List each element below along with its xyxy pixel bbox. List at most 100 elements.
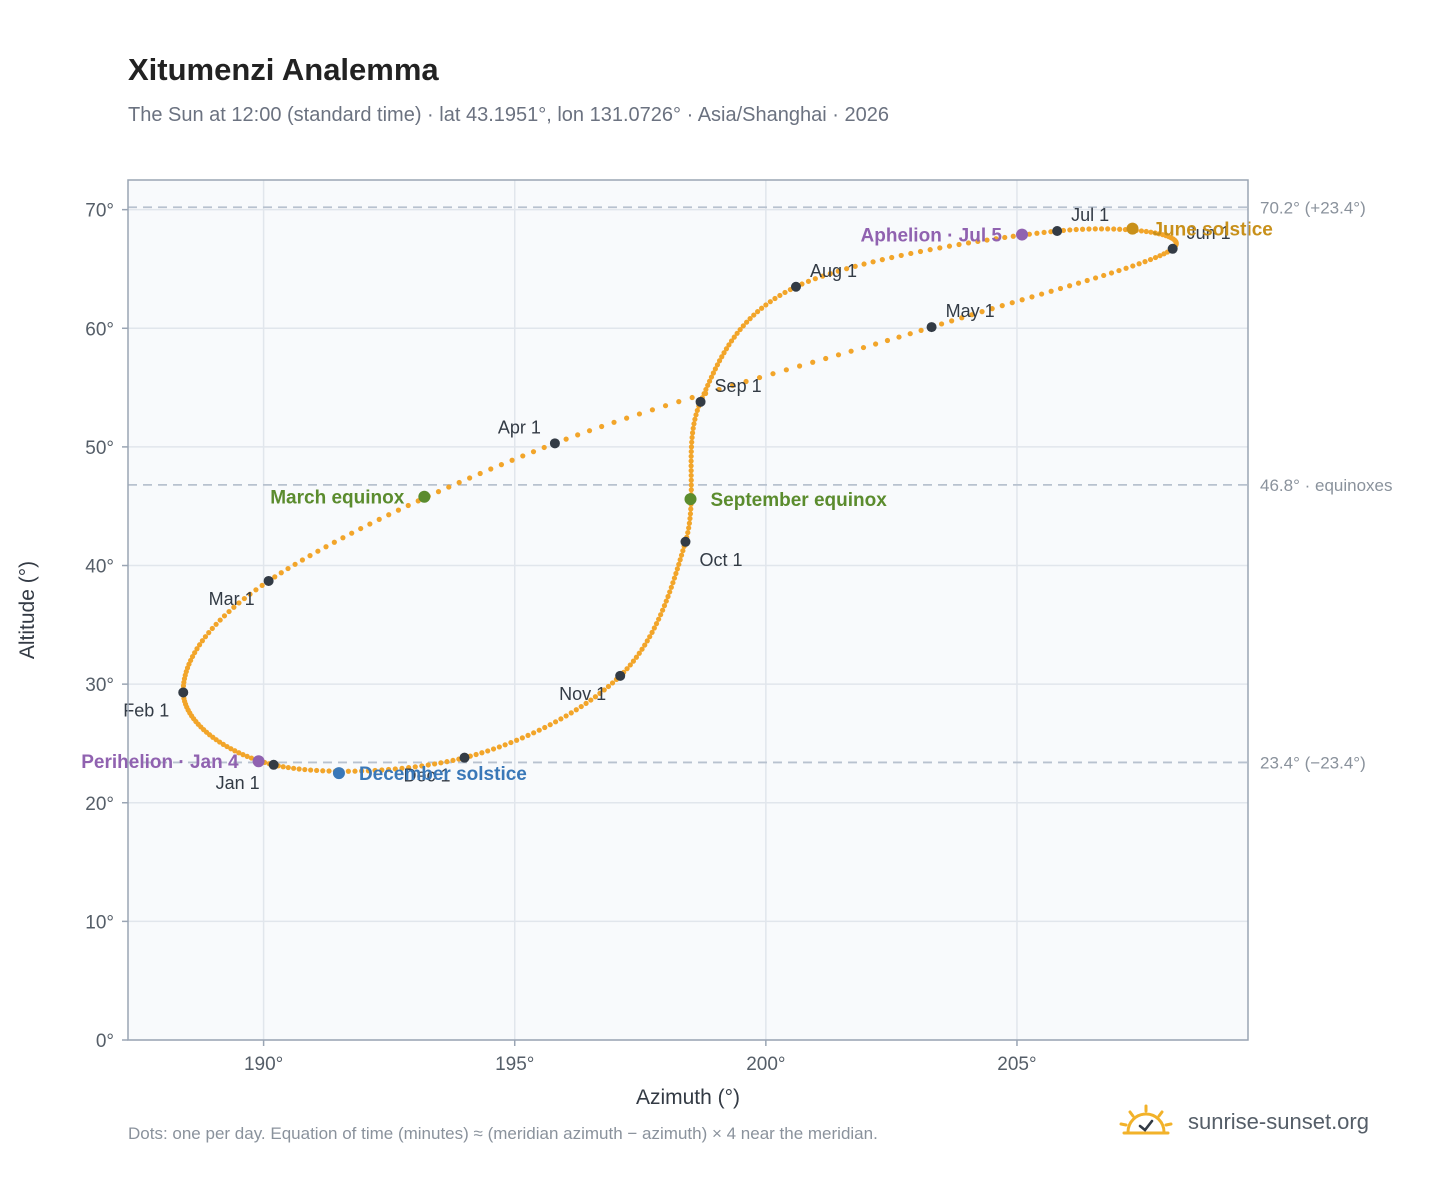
daily-dot — [938, 321, 945, 327]
y-tick-label: 40° — [85, 557, 114, 578]
daily-dot — [701, 390, 707, 397]
daily-dot — [665, 593, 671, 600]
daily-dot — [694, 407, 700, 414]
daily-dot — [1041, 229, 1047, 236]
daily-dot — [927, 247, 933, 253]
daily-dot — [1157, 253, 1163, 259]
daily-dot — [1143, 228, 1149, 235]
daily-dot — [536, 727, 542, 733]
daily-dot — [395, 507, 402, 513]
axis-ticks: 190° 195° 200° 205° 0° 10° 20° 30° 40° 50° 60° 70° — [85, 201, 1036, 1075]
daily-dot — [376, 516, 382, 522]
daily-dot — [563, 713, 569, 719]
daily-dot — [848, 348, 854, 354]
daily-dot — [1009, 300, 1015, 306]
daily-dot — [884, 337, 891, 344]
daily-dot — [541, 444, 547, 451]
daily-dot — [1039, 291, 1045, 297]
daily-dot — [719, 354, 725, 360]
daily-dot — [688, 458, 694, 464]
daily-dot — [689, 394, 695, 401]
daily-dot — [519, 735, 525, 741]
daily-dot — [661, 603, 668, 609]
daily-dot — [1060, 227, 1067, 234]
daily-dot — [658, 612, 664, 618]
daily-dot — [358, 525, 364, 532]
daily-dot — [979, 309, 985, 315]
daily-dot — [496, 744, 502, 750]
daily-dot — [1111, 226, 1117, 232]
month-marker — [459, 752, 470, 763]
daily-dot — [627, 662, 633, 668]
month-label: Mar 1 — [209, 589, 255, 609]
event-marker — [1015, 228, 1028, 241]
daily-dot — [737, 326, 743, 333]
daily-dot — [285, 764, 291, 771]
daily-dot — [688, 463, 694, 469]
month-label: Sep 1 — [715, 376, 762, 396]
daily-dot — [412, 764, 418, 770]
daily-dot — [340, 535, 346, 541]
daily-dot — [435, 489, 442, 495]
daily-dot — [647, 634, 653, 640]
event-label: March equinox — [270, 488, 405, 509]
daily-dot — [852, 263, 858, 269]
daily-dot — [1067, 227, 1073, 233]
daily-dot — [1075, 280, 1082, 286]
month-label: Jun 1 — [1187, 223, 1231, 243]
daily-dot — [323, 544, 329, 550]
daily-dot — [918, 327, 924, 333]
daily-dot — [278, 570, 284, 576]
daily-dot — [743, 378, 749, 385]
x-tick-label: 200° — [746, 1054, 785, 1075]
daily-dot — [949, 318, 955, 324]
event-label: Perihelion · Jan 4 — [81, 752, 239, 773]
daily-dot — [693, 412, 699, 418]
daily-dot — [673, 570, 679, 577]
month-marker — [790, 281, 801, 292]
daily-dot — [605, 683, 612, 690]
daily-dot — [879, 257, 885, 263]
daily-dot — [372, 767, 378, 774]
daily-dot — [688, 468, 694, 474]
daily-dot — [520, 453, 526, 459]
month-marker — [926, 322, 937, 333]
daily-dot — [1117, 226, 1123, 232]
daily-dot — [710, 370, 716, 376]
month-markers: Jan 1 Feb 1 Mar 1 Apr 1 May 1 Jun 1 Jul 1 Aug 1… — [123, 205, 1230, 793]
daily-dot — [827, 270, 833, 277]
daily-dot — [835, 352, 842, 358]
daily-dot — [633, 654, 640, 660]
daily-dot — [314, 767, 320, 774]
daily-dot — [367, 521, 373, 527]
daily-dot — [653, 621, 660, 627]
daily-dot — [1101, 272, 1107, 279]
daily-dot — [689, 434, 695, 441]
month-label: Apr 1 — [498, 417, 541, 437]
month-marker — [263, 575, 274, 586]
daily-dot — [248, 755, 255, 761]
daily-dot — [331, 539, 337, 545]
daily-dot — [1148, 229, 1154, 235]
month-label: Aug 1 — [810, 261, 857, 281]
reference-line-label: 46.8° · equinoxes — [1260, 476, 1393, 495]
brand[interactable]: sunrise-sunset.org — [1118, 1104, 1369, 1140]
daily-dot — [259, 582, 265, 588]
daily-dot — [247, 591, 253, 597]
daily-dot — [425, 762, 431, 768]
daily-dot — [636, 411, 643, 417]
daily-dot — [959, 315, 965, 321]
daily-dot — [272, 574, 278, 580]
daily-dot — [224, 743, 230, 750]
daily-dot — [908, 250, 914, 257]
daily-dot — [473, 751, 479, 758]
daily-dot — [712, 366, 718, 372]
sun-logo-icon — [1119, 1104, 1173, 1135]
y-tick-label: 60° — [85, 319, 114, 340]
daily-dot — [1002, 234, 1008, 241]
daily-dot — [349, 530, 355, 536]
daily-dot — [630, 658, 637, 664]
daily-dot — [688, 448, 694, 455]
month-marker — [268, 759, 279, 770]
